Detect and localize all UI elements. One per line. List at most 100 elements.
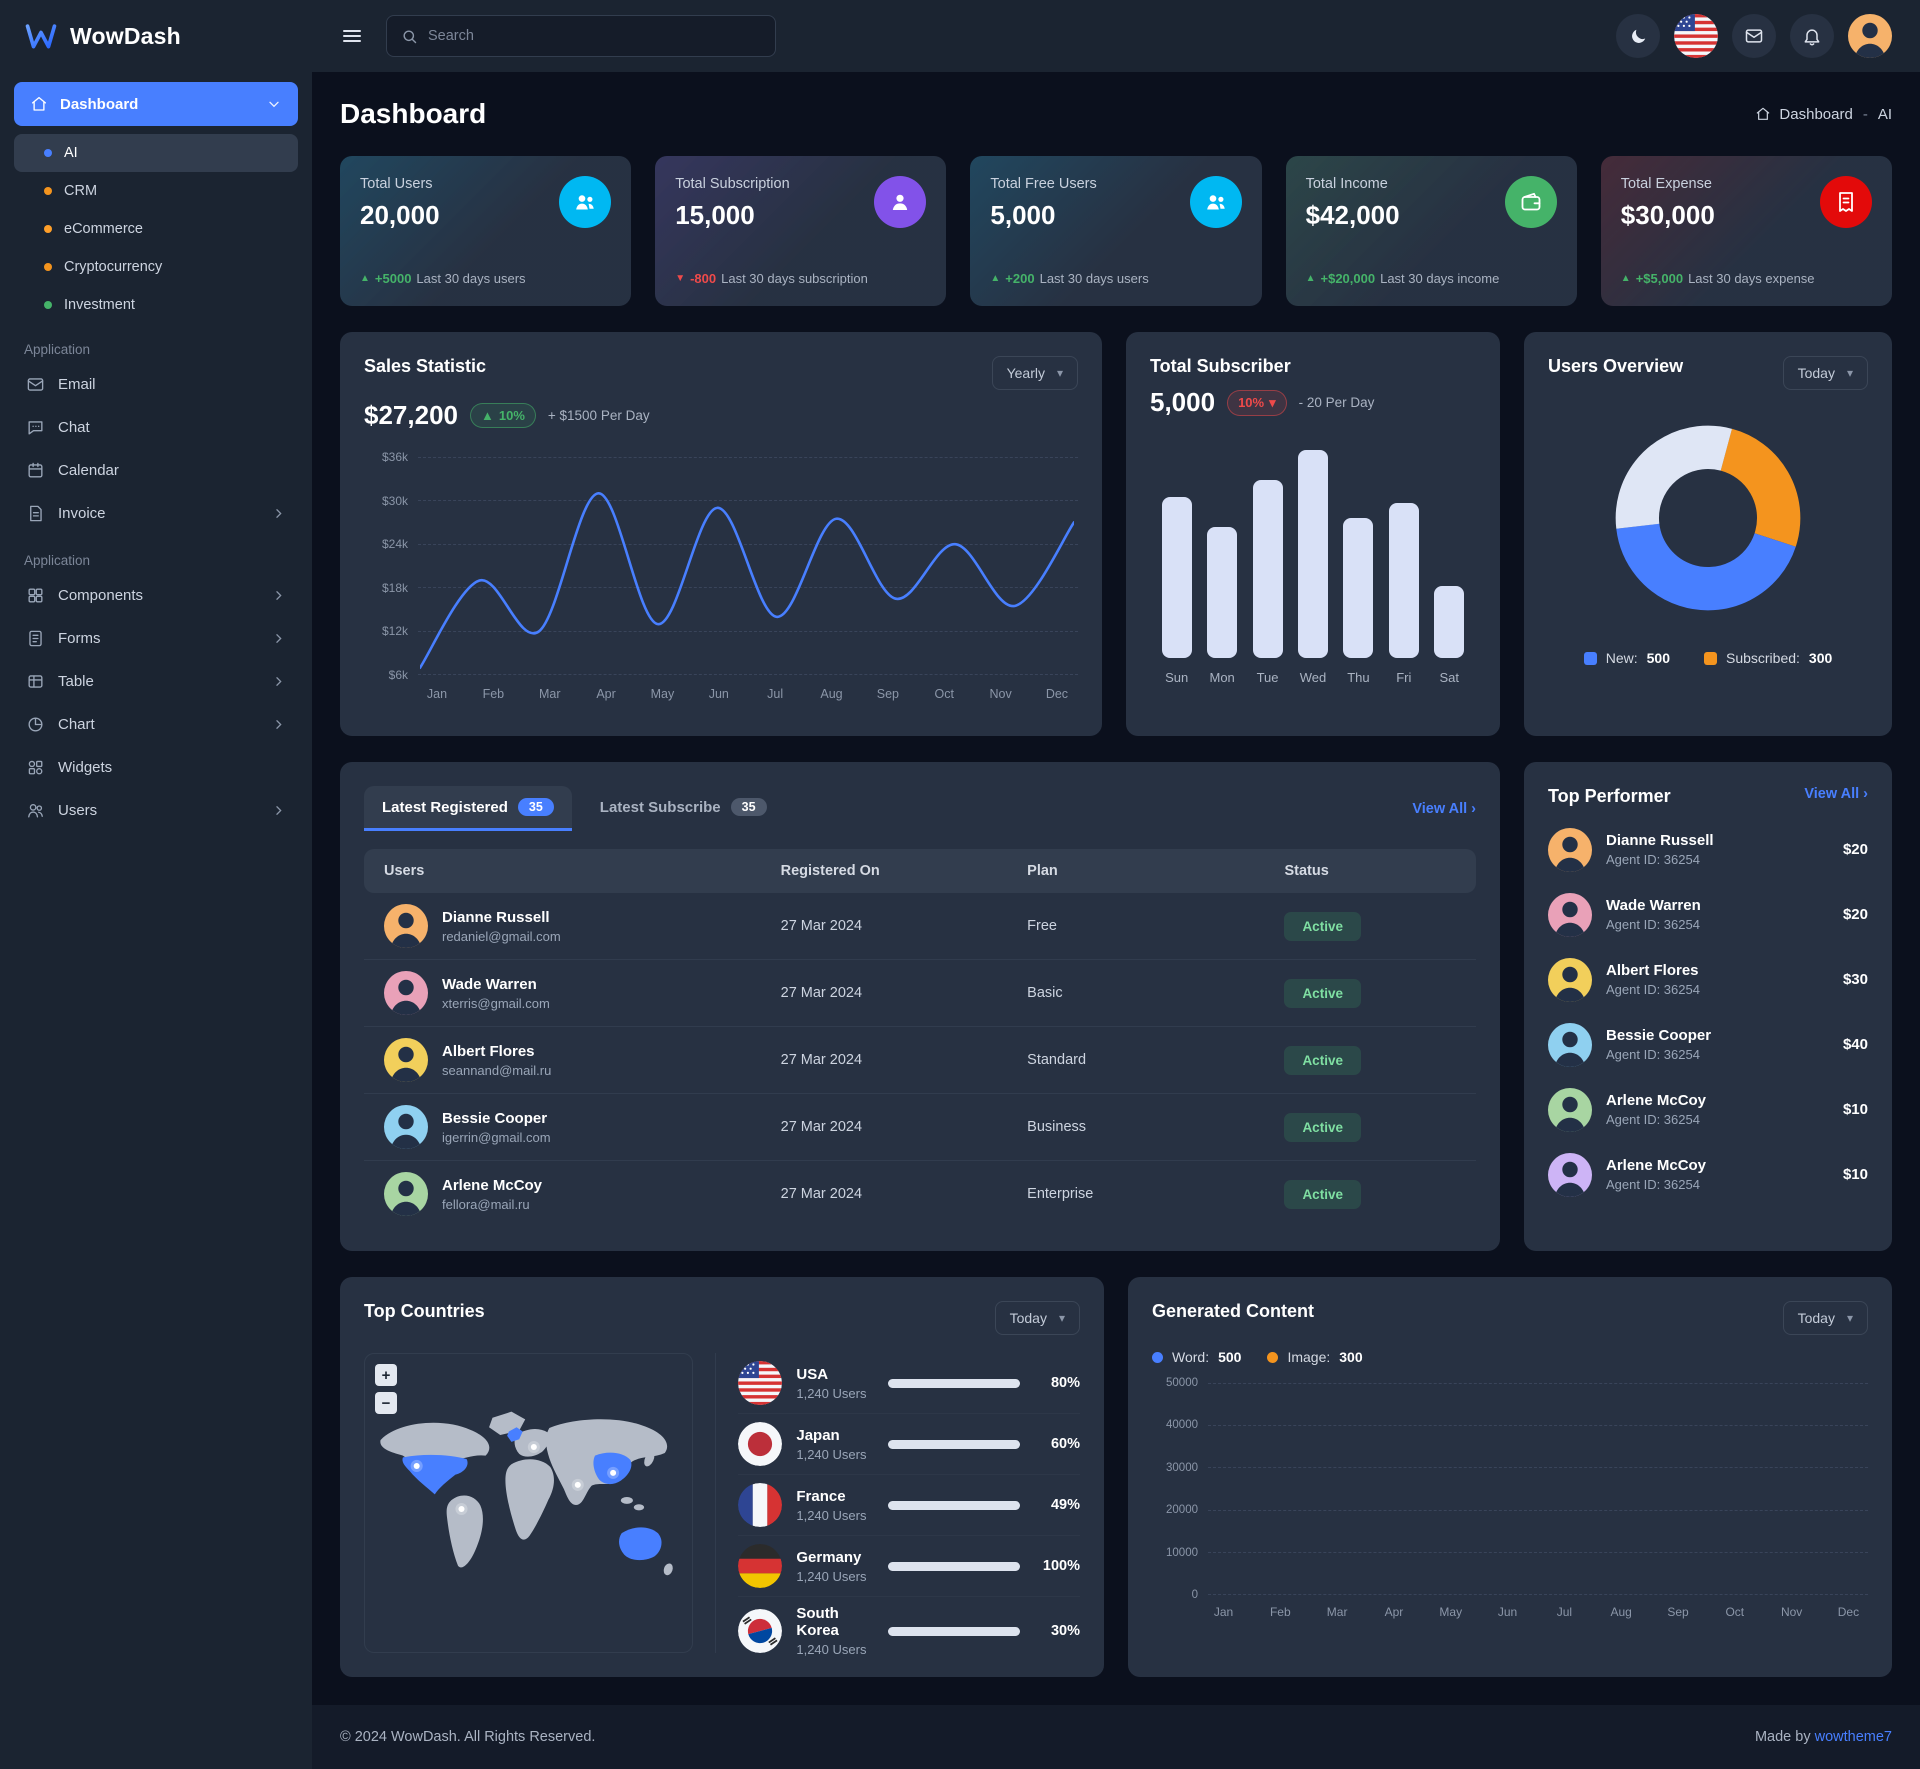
theme-toggle-button[interactable] bbox=[1616, 14, 1660, 58]
x-axis-label: Sat bbox=[1439, 670, 1459, 685]
avatar bbox=[384, 1105, 428, 1149]
card-title: Generated Content bbox=[1152, 1301, 1315, 1321]
performer-agent-id: Agent ID: 36254 bbox=[1606, 852, 1700, 867]
country-percent: 80% bbox=[1050, 1375, 1080, 1391]
chevron-down-icon: ▾ bbox=[1846, 1311, 1853, 1325]
flag-japan-icon bbox=[738, 1422, 783, 1466]
stat-label: Total Expense bbox=[1620, 176, 1712, 192]
select-value: Yearly bbox=[1006, 365, 1045, 381]
y-axis-tick: $36k bbox=[381, 450, 408, 464]
card-title: Top Countries bbox=[364, 1301, 485, 1321]
sidebar-section-application: Application bbox=[24, 342, 91, 357]
sidebar-item-chart[interactable]: Chart bbox=[14, 703, 298, 746]
country-name: USA bbox=[796, 1365, 829, 1383]
nav-item-label: Chart bbox=[58, 716, 95, 733]
performer-name: Arlene McCoy bbox=[1606, 1092, 1707, 1109]
registered-date: 27 Mar 2024 bbox=[780, 1119, 863, 1135]
sidebar-subitem-ai[interactable]: AI bbox=[14, 134, 298, 172]
sidebar-item-widgets[interactable]: Widgets bbox=[14, 746, 298, 789]
top-countries-period-select[interactable]: Today ▾ bbox=[994, 1301, 1080, 1335]
users-overview-period-select[interactable]: Today ▾ bbox=[1782, 356, 1868, 390]
sidebar-item-chat[interactable]: Chat bbox=[14, 406, 298, 449]
chevron-down-icon: ▾ bbox=[1846, 366, 1853, 380]
subitem-label: Cryptocurrency bbox=[64, 259, 163, 275]
messages-button[interactable] bbox=[1732, 14, 1776, 58]
progress-bar bbox=[888, 1378, 1020, 1388]
plan: Enterprise bbox=[1027, 1186, 1094, 1202]
chat-icon bbox=[26, 418, 45, 437]
sidebar-item-components[interactable]: Components bbox=[14, 574, 298, 617]
trend-up-icon: ▲ bbox=[990, 273, 1001, 284]
sidebar-subitem-investment[interactable]: Investment bbox=[14, 286, 298, 324]
avatar bbox=[1548, 1022, 1592, 1067]
country-item: USA 1,240 Users 80% bbox=[738, 1353, 1080, 1414]
users-group-icon-badge bbox=[559, 176, 612, 228]
made-by-link[interactable]: wowtheme7 bbox=[1814, 1729, 1892, 1745]
chevron-right-icon bbox=[271, 674, 286, 689]
progress-bar bbox=[888, 1439, 1020, 1449]
donut-legend: New: 500 Subscribed: 300 bbox=[1548, 650, 1868, 666]
user-email: redaniel@gmail.com bbox=[442, 928, 561, 944]
sidebar-item-users[interactable]: Users bbox=[14, 789, 298, 832]
performer-amount: $30 bbox=[1842, 971, 1868, 988]
map-zoom-in-button[interactable]: + bbox=[375, 1364, 397, 1386]
search-input[interactable] bbox=[428, 28, 761, 44]
bullet-icon bbox=[44, 301, 52, 309]
view-all-link[interactable]: View All › bbox=[1804, 786, 1868, 802]
tab-latest-registered[interactable]: Latest Registered 35 bbox=[364, 786, 572, 831]
sidebar-subitem-crm[interactable]: CRM bbox=[14, 172, 298, 210]
bar bbox=[1388, 503, 1419, 658]
view-all-link[interactable]: View All › bbox=[1412, 800, 1476, 817]
dashboard-icon bbox=[30, 95, 48, 113]
breadcrumb-root[interactable]: Dashboard bbox=[1755, 106, 1853, 123]
sidebar-item-table[interactable]: Table bbox=[14, 660, 298, 703]
sidebar: WowDash Dashboard AI CRM eCommerce Crypt… bbox=[0, 0, 312, 1769]
table-row: Albert Flores seannand@mail.ru 27 Mar 202… bbox=[364, 1027, 1476, 1094]
sidebar-item-calendar[interactable]: Calendar bbox=[14, 449, 298, 492]
bar bbox=[1161, 496, 1192, 658]
sidebar-toggle-button[interactable] bbox=[340, 24, 364, 48]
country-percent: 60% bbox=[1050, 1436, 1080, 1452]
y-axis-tick: $12k bbox=[381, 624, 408, 639]
dashboard-submenu: AI CRM eCommerce Cryptocurrency Investme… bbox=[14, 134, 298, 324]
world-map: + − bbox=[364, 1353, 694, 1653]
top-countries-card: Top Countries Today ▾ bbox=[340, 1277, 1104, 1677]
country-users: 1,240 Users bbox=[796, 1568, 867, 1584]
flag-france-icon bbox=[738, 1483, 783, 1527]
progress-bar bbox=[888, 1561, 1020, 1571]
legend-item-image: Image: 300 bbox=[1267, 1349, 1363, 1365]
language-button[interactable] bbox=[1674, 14, 1718, 58]
trend-down-icon: ▼ bbox=[675, 273, 686, 284]
sidebar-subitem-cryptocurrency[interactable]: Cryptocurrency bbox=[14, 248, 298, 286]
flag-usa-icon bbox=[1674, 14, 1718, 58]
plan: Business bbox=[1027, 1119, 1087, 1135]
performer-amount: $10 bbox=[1842, 1101, 1868, 1118]
sidebar-item-dashboard[interactable]: Dashboard bbox=[14, 82, 298, 126]
sidebar-section-application-2: Application bbox=[24, 553, 91, 568]
sales-amount: $27,200 bbox=[364, 400, 458, 430]
top-countries-list: USA 1,240 Users 80% Japan 1,240 Users 60% … bbox=[715, 1353, 1080, 1657]
sales-period-select[interactable]: Yearly ▾ bbox=[991, 356, 1078, 390]
sidebar-item-forms[interactable]: Forms bbox=[14, 617, 298, 660]
user-avatar-button[interactable] bbox=[1848, 14, 1892, 58]
sidebar-subitem-ecommerce[interactable]: eCommerce bbox=[14, 210, 298, 248]
generated-period-select[interactable]: Today ▾ bbox=[1782, 1301, 1868, 1335]
country-item: South Korea 1,240 Users 30% bbox=[738, 1597, 1080, 1665]
table-row: Arlene McCoy fellora@mail.ru 27 Mar 2024 … bbox=[364, 1161, 1476, 1227]
sidebar-item-invoice[interactable]: Invoice bbox=[14, 492, 298, 535]
performer-amount: $40 bbox=[1842, 1036, 1868, 1053]
sales-line-path bbox=[420, 457, 1074, 675]
performer-agent-id: Agent ID: 36254 bbox=[1606, 1177, 1700, 1192]
tab-label: Latest Registered bbox=[382, 798, 508, 816]
components-icon bbox=[26, 586, 45, 605]
tab-latest-subscribe[interactable]: Latest Subscribe 35 bbox=[582, 786, 785, 831]
stat-value: $42,000 bbox=[1305, 200, 1400, 230]
bar bbox=[1252, 479, 1283, 658]
map-zoom-out-button[interactable]: − bbox=[375, 1392, 397, 1414]
brand-logo[interactable]: WowDash bbox=[0, 0, 312, 72]
column-header-users: Users bbox=[384, 863, 425, 879]
sidebar-item-email[interactable]: Email bbox=[14, 363, 298, 406]
plan: Free bbox=[1027, 918, 1057, 934]
country-item: Japan 1,240 Users 60% bbox=[738, 1414, 1080, 1475]
notifications-button[interactable] bbox=[1790, 14, 1834, 58]
